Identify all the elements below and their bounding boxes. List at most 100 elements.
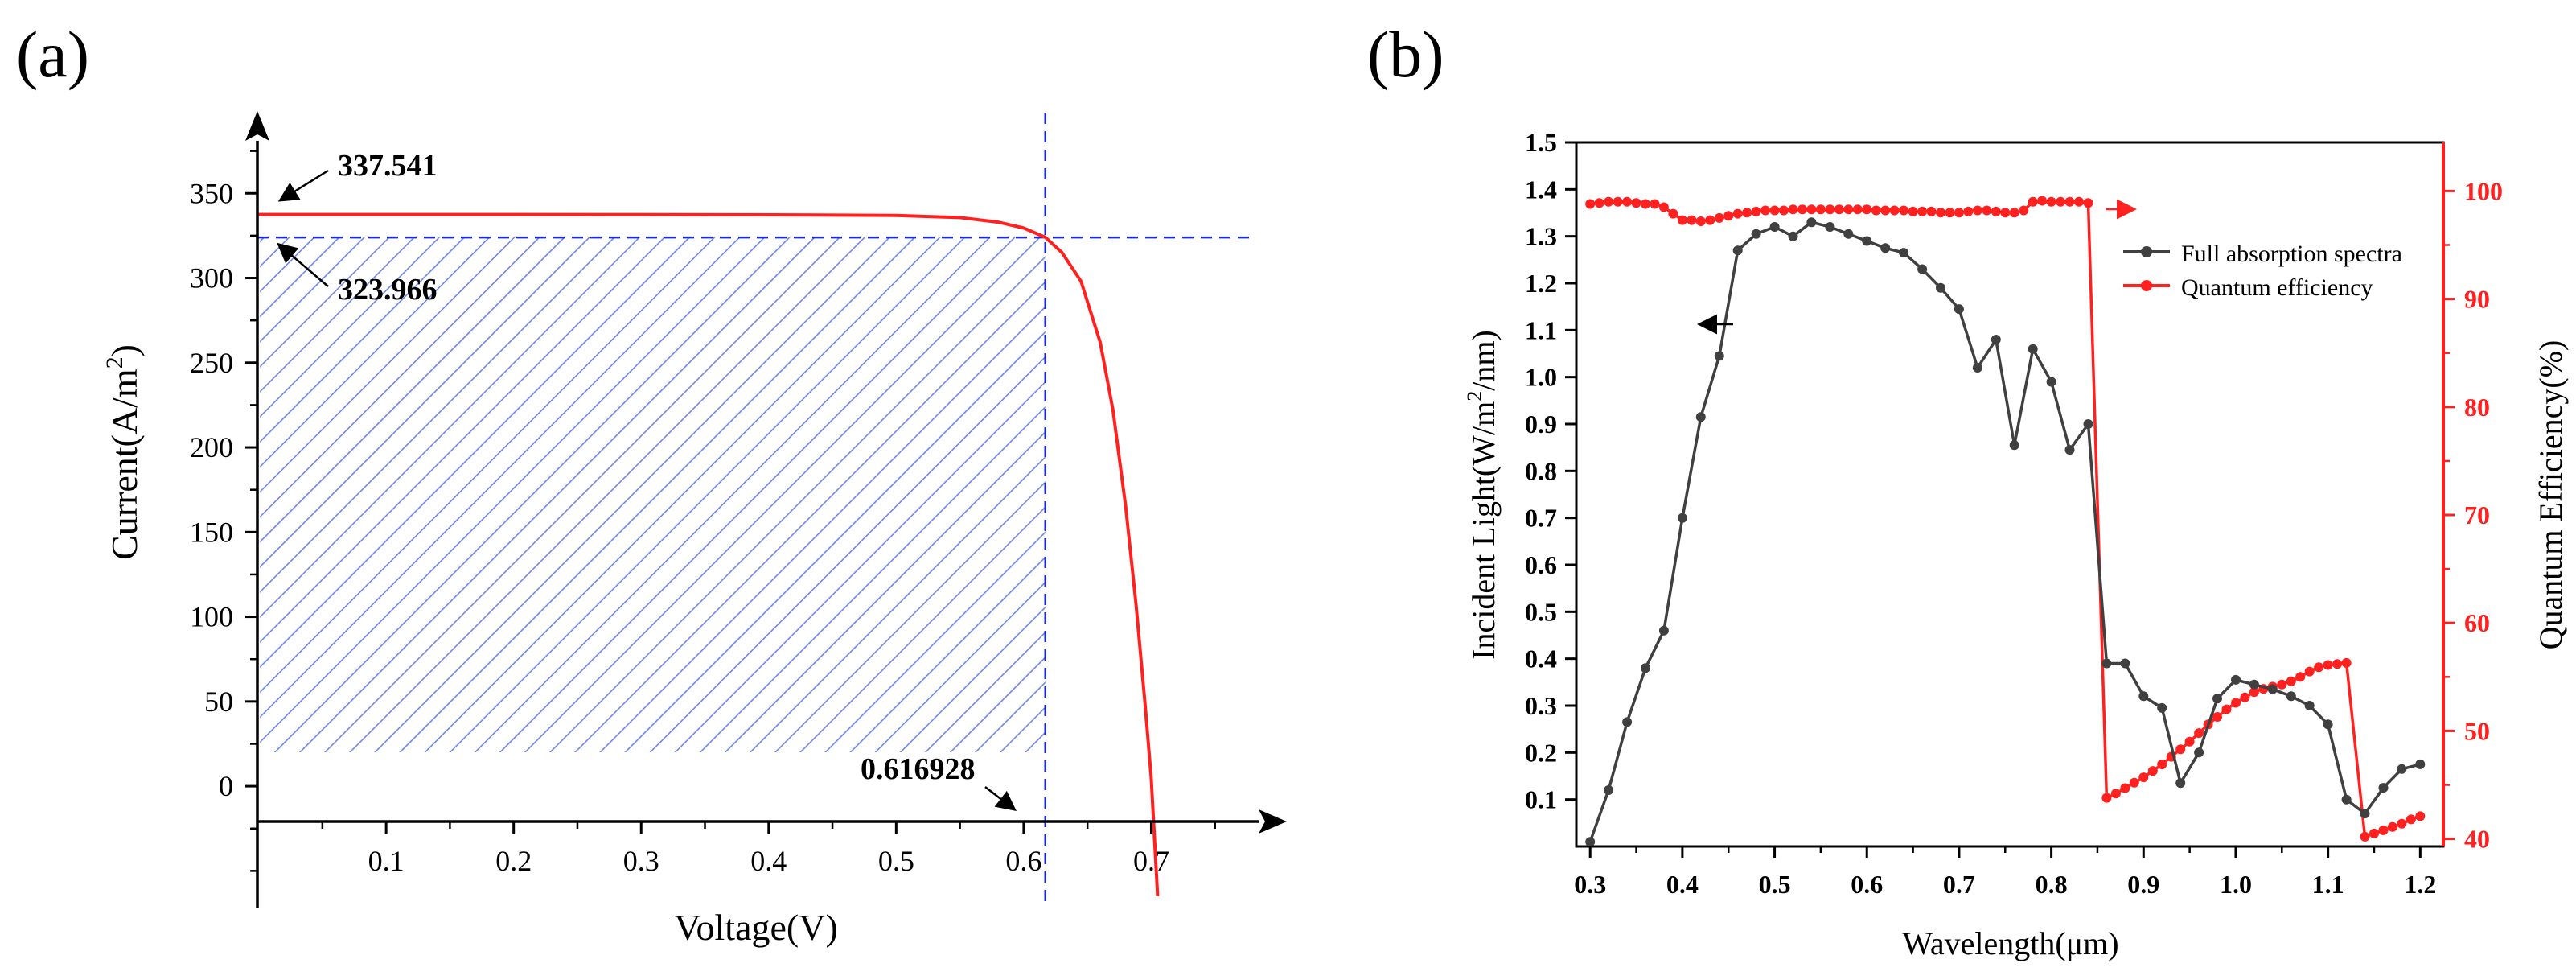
absorption-point	[1622, 717, 1633, 727]
absorption-point	[2415, 759, 2426, 769]
quantum-efficiency-point	[2129, 777, 2139, 788]
y-tick-label: 50	[204, 686, 233, 718]
b-left-y-tick-label: 1.0	[1525, 363, 1557, 392]
quantum-efficiency-point	[1843, 204, 1854, 215]
panel-a-plot-area	[257, 113, 1255, 908]
b-left-y-tick-label: 1.3	[1525, 222, 1557, 251]
quantum-efficiency-point	[1889, 205, 1900, 216]
absorption-point	[1899, 248, 1909, 258]
quantum-efficiency-point	[2415, 811, 2426, 821]
b-right-y-tick-label: 60	[2464, 608, 2490, 637]
b-left-y-tick-label: 0.5	[1525, 597, 1557, 626]
quantum-efficiency-point	[1714, 212, 1724, 223]
quantum-efficiency-point	[1852, 204, 1863, 215]
b-x-tick-label: 0.7	[1943, 870, 1975, 899]
quantum-efficiency-point	[1963, 206, 1974, 216]
absorption-point	[2323, 719, 2333, 730]
quantum-efficiency-point	[1806, 204, 1817, 215]
b-x-tick-label: 0.9	[2127, 870, 2159, 899]
b-x-tick-label: 0.5	[1759, 870, 1791, 899]
quantum-efficiency-point	[1742, 208, 1752, 218]
absorption-point	[2009, 440, 2019, 451]
x-tick-label: 0.2	[495, 845, 532, 877]
b-right-y-tick-label: 50	[2464, 716, 2490, 745]
panel-b-left-y-label-main: Incident Light(W/m	[1465, 401, 1502, 660]
b-left-y-tick-label: 0.8	[1525, 456, 1557, 485]
quantum-efficiency-point	[1604, 196, 1614, 207]
b-right-y-tick-label: 40	[2464, 825, 2490, 854]
quantum-efficiency-point	[2046, 196, 2056, 207]
quantum-efficiency-point	[1668, 208, 1678, 219]
b-x-tick-label: 1.1	[2312, 870, 2344, 899]
quantum-efficiency-point	[1631, 198, 1641, 208]
absorption-point	[1936, 282, 1945, 293]
b-left-y-tick-label: 1.5	[1525, 128, 1557, 157]
quantum-efficiency-point	[1705, 215, 1715, 225]
panel-b-plot-area	[1585, 196, 2426, 847]
absorption-point	[2194, 747, 2204, 758]
absorption-point	[1585, 837, 1596, 847]
quantum-efficiency-point	[1613, 196, 1623, 207]
legend-label-absorption: Full absorption spectra	[2181, 241, 2402, 267]
absorption-point	[2083, 419, 2093, 429]
b-right-y-tick-label: 70	[2464, 500, 2490, 529]
panel-b-x-ticks: 0.3 0.4 0.5 0.6 0.7 0.8 0.9 1.0 1.1 1.2	[1574, 846, 2436, 899]
legend-label-qe: Quantum efficiency	[2181, 274, 2373, 301]
absorption-point	[2267, 684, 2278, 694]
quantum-efficiency-point	[2064, 196, 2075, 207]
quantum-efficiency-point	[2194, 728, 2204, 739]
b-left-y-tick-label: 0.1	[1525, 785, 1557, 814]
y-tick-label: 300	[190, 262, 233, 294]
absorption-point	[1954, 304, 1964, 315]
quantum-efficiency-point	[1687, 215, 1697, 225]
panel-a: (a) 0.1 0.2 0.3 0.4 0.5 0.6 0.7 0 50 100 150 200 25…	[16, 18, 1287, 948]
quantum-efficiency-point	[1641, 199, 1650, 209]
panel-b-x-label: Wavelength(μm)	[1902, 925, 2118, 961]
y-tick-label: 250	[190, 347, 233, 379]
b-right-y-tick-label: 90	[2464, 285, 2490, 314]
absorption-point	[1714, 351, 1724, 361]
quantum-efficiency-point	[1815, 204, 1826, 215]
y-tick-label: 150	[190, 516, 233, 548]
quantum-efficiency-point	[1723, 211, 1734, 221]
quantum-efficiency-point	[1871, 205, 1881, 216]
absorption-point	[2212, 694, 2222, 704]
annotation-mpp-voltage: 0.616928	[861, 752, 976, 786]
quantum-efficiency-point	[1954, 208, 1964, 218]
panel-a-y-label: Current(A/m2)	[101, 344, 145, 560]
quantum-efficiency-point	[1797, 204, 1807, 215]
absorption-point	[2304, 701, 2315, 710]
absorption-point	[1825, 222, 1835, 232]
quantum-efficiency-point	[2397, 818, 2407, 829]
absorption-point	[2360, 809, 2370, 819]
quantum-efficiency-point	[2028, 196, 2038, 207]
panel-a-label: (a)	[16, 18, 89, 91]
legend-marker-absorption	[2141, 246, 2152, 257]
absorption-point	[2064, 445, 2075, 455]
panel-a-y-label-end: )	[104, 344, 145, 356]
quantum-efficiency-point	[1982, 205, 1992, 216]
quantum-efficiency-point	[2110, 789, 2121, 799]
annotation-mpp-current-arrow	[277, 242, 329, 287]
b-left-y-tick-label: 0.7	[1525, 504, 1557, 533]
quantum-efficiency-point	[2249, 687, 2259, 698]
quantum-efficiency-point	[2295, 672, 2306, 682]
absorption-point	[2249, 679, 2259, 690]
quantum-efficiency-point	[2019, 205, 2029, 216]
x-tick-label: 0.7	[1133, 845, 1169, 877]
b-x-tick-label: 0.8	[2036, 870, 2068, 899]
absorption-point	[1658, 625, 1669, 636]
quantum-efficiency-point	[1769, 205, 1780, 216]
b-left-y-tick-label: 0.4	[1525, 644, 1557, 673]
quantum-efficiency-point	[1677, 215, 1687, 225]
quantum-efficiency-point	[2083, 198, 2093, 208]
panel-b-right-y-label: Quantum Efficiency(%)	[2533, 340, 2569, 650]
absorption-point	[2175, 778, 2186, 789]
absorption-point	[1806, 217, 1817, 228]
quantum-efficiency-point	[2147, 766, 2158, 776]
quantum-efficiency-point	[1760, 205, 1771, 216]
quantum-efficiency-point	[1991, 206, 2001, 216]
b-left-y-tick-label: 0.3	[1525, 691, 1557, 720]
x-tick-label: 0.3	[623, 845, 659, 877]
